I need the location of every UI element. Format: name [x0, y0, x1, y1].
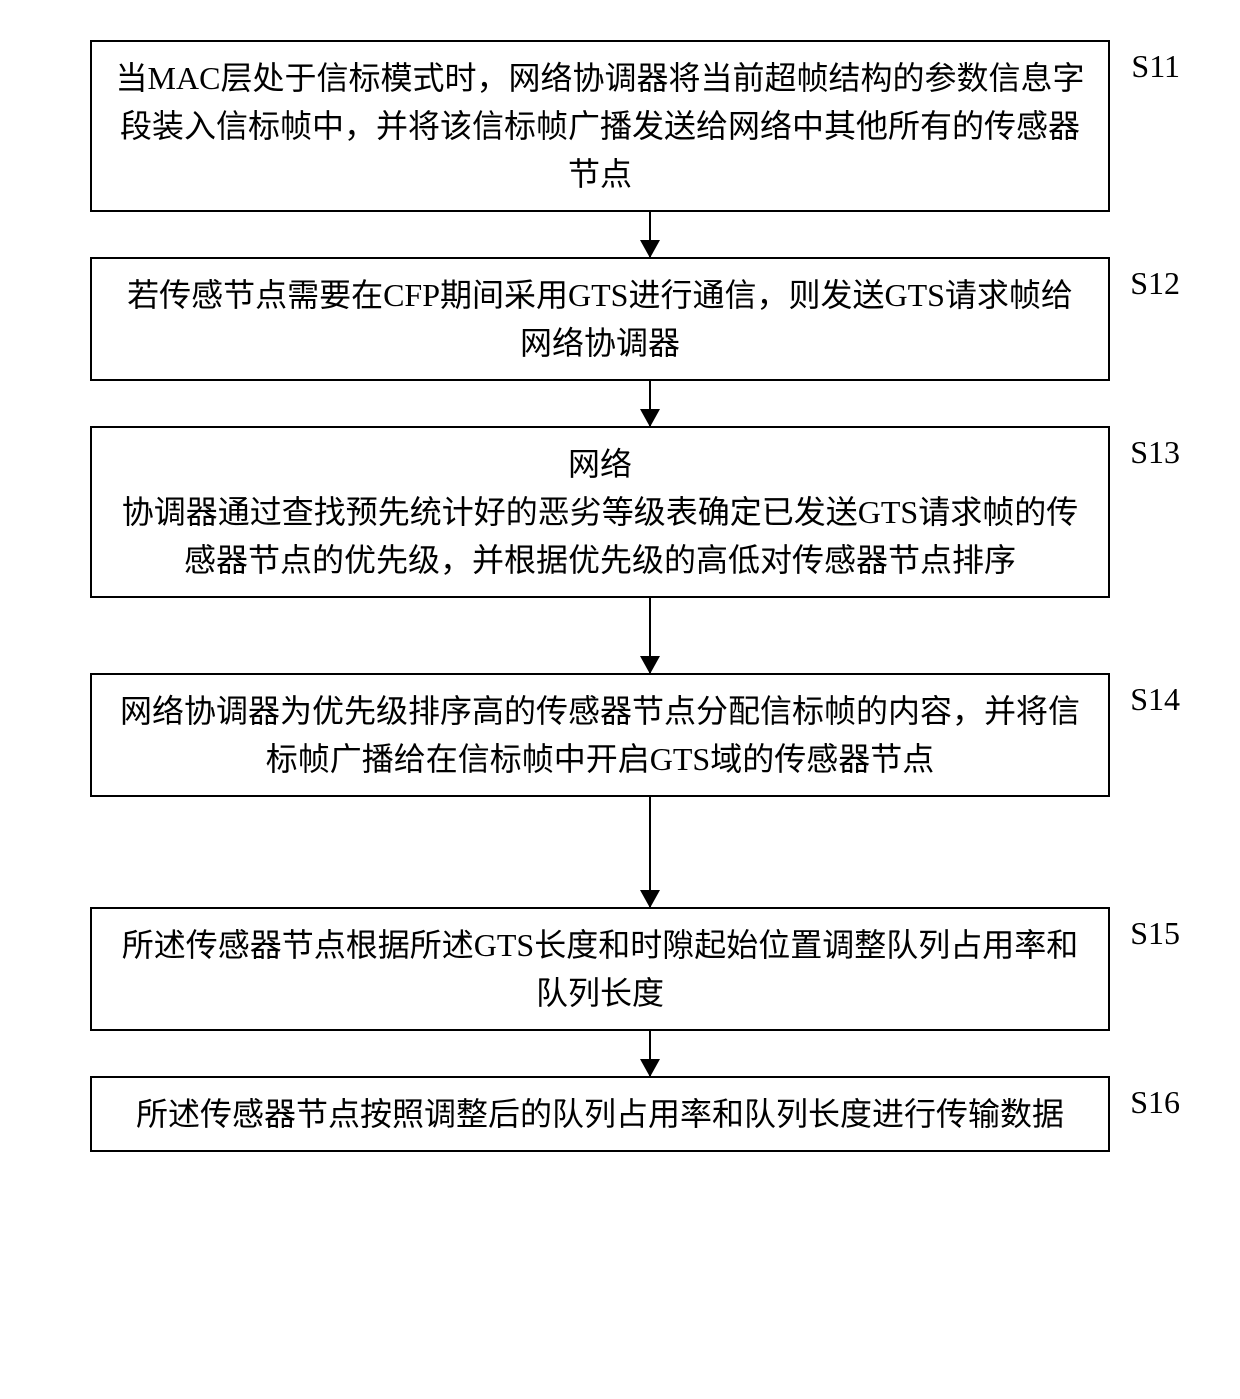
step-box-s11: 当MAC层处于信标模式时，网络协调器将当前超帧结构的参数信息字段装入信标帧中，并…: [90, 40, 1110, 212]
arrow-icon: [649, 797, 651, 907]
arrow-icon: [649, 381, 651, 426]
step-box-s13: 网络 协调器通过查找预先统计好的恶劣等级表确定已发送GTS请求帧的传感器节点的优…: [90, 426, 1110, 598]
step-label-s14: S14: [1130, 681, 1180, 718]
step-label-s13: S13: [1130, 434, 1180, 471]
step-text: 所述传感器节点根据所述GTS长度和时隙起始位置调整队列占用率和队列长度: [112, 921, 1088, 1017]
step-label-s12: S12: [1130, 265, 1180, 302]
step-text: 网络协调器为优先级排序高的传感器节点分配信标帧的内容，并将信标帧广播给在信标帧中…: [112, 687, 1088, 783]
arrow-s12-s13: [140, 381, 1160, 426]
step-text: 当MAC层处于信标模式时，网络协调器将当前超帧结构的参数信息字段装入信标帧中，并…: [112, 54, 1088, 198]
step-label-s15: S15: [1130, 915, 1180, 952]
step-row-s13: 网络 协调器通过查找预先统计好的恶劣等级表确定已发送GTS请求帧的传感器节点的优…: [30, 426, 1210, 598]
step-box-s12: 若传感节点需要在CFP期间采用GTS进行通信，则发送GTS请求帧给网络协调器: [90, 257, 1110, 381]
step-label-s11: S11: [1131, 48, 1180, 85]
step-row-s14: 网络协调器为优先级排序高的传感器节点分配信标帧的内容，并将信标帧广播给在信标帧中…: [30, 673, 1210, 797]
arrow-s15-s16: [140, 1031, 1160, 1076]
step-box-s16: 所述传感器节点按照调整后的队列占用率和队列长度进行传输数据: [90, 1076, 1110, 1152]
step-text: 协调器通过查找预先统计好的恶劣等级表确定已发送GTS请求帧的传感器节点的优先级，…: [112, 488, 1088, 584]
step-row-s16: 所述传感器节点按照调整后的队列占用率和队列长度进行传输数据 S16: [30, 1076, 1210, 1152]
step-text-prefix: 网络: [112, 440, 1088, 488]
arrow-icon: [649, 212, 651, 257]
arrow-s14-s15: [140, 797, 1160, 907]
step-text: 所述传感器节点按照调整后的队列占用率和队列长度进行传输数据: [112, 1090, 1088, 1138]
step-row-s11: 当MAC层处于信标模式时，网络协调器将当前超帧结构的参数信息字段装入信标帧中，并…: [30, 40, 1210, 212]
step-box-s14: 网络协调器为优先级排序高的传感器节点分配信标帧的内容，并将信标帧广播给在信标帧中…: [90, 673, 1110, 797]
arrow-icon: [649, 598, 651, 673]
step-text: 若传感节点需要在CFP期间采用GTS进行通信，则发送GTS请求帧给网络协调器: [112, 271, 1088, 367]
step-row-s12: 若传感节点需要在CFP期间采用GTS进行通信，则发送GTS请求帧给网络协调器 S…: [30, 257, 1210, 381]
flowchart-container: 当MAC层处于信标模式时，网络协调器将当前超帧结构的参数信息字段装入信标帧中，并…: [30, 40, 1210, 1152]
step-label-s16: S16: [1130, 1084, 1180, 1121]
arrow-s11-s12: [140, 212, 1160, 257]
arrow-s13-s14: [140, 598, 1160, 673]
step-box-s15: 所述传感器节点根据所述GTS长度和时隙起始位置调整队列占用率和队列长度: [90, 907, 1110, 1031]
arrow-icon: [649, 1031, 651, 1076]
step-row-s15: 所述传感器节点根据所述GTS长度和时隙起始位置调整队列占用率和队列长度 S15: [30, 907, 1210, 1031]
